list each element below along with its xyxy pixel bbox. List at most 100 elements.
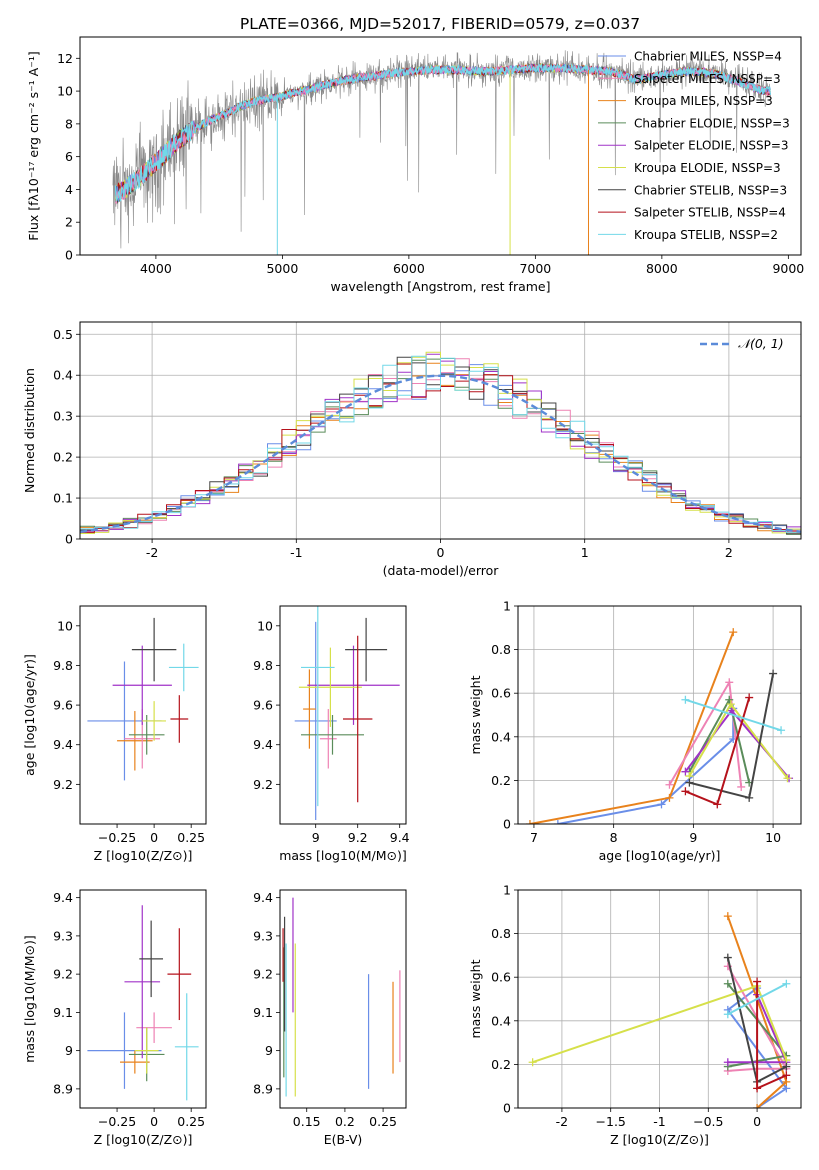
y-axis-label: mass weight [468, 675, 483, 754]
mass-weight-series-line [685, 698, 782, 732]
plot-area [87, 617, 199, 781]
y-tick-label: 2 [65, 215, 73, 230]
y-tick-label: 9.2 [53, 967, 73, 982]
plot-area [80, 351, 801, 535]
legend-label: Kroupa MILES, NSSP=3 [634, 94, 773, 108]
mass-weight-point [713, 800, 722, 809]
plot-area [294, 606, 400, 821]
y-tick-label: 9.3 [53, 928, 73, 943]
x-tick-label: 7 [530, 830, 538, 845]
mass-weight-point [753, 1084, 762, 1093]
mass-weight-point [723, 1058, 732, 1067]
y-tick-label: 6 [65, 149, 73, 164]
axes-frame [279, 889, 407, 1109]
y-tick-label: 8.9 [253, 1081, 273, 1096]
y-tick-label: 0 [65, 248, 73, 263]
y-tick-label: 0.8 [491, 642, 511, 657]
panel-age-vs-mass: 9 9.2 9.4 9.2 9.4 9.6 9.8 10 mass [log10(M/M⊙)] [253, 605, 410, 863]
x-axis-label: age [log10(age/yr)] [599, 848, 721, 863]
mass-weight-point [725, 695, 734, 704]
x-tick-label: -2 [146, 545, 158, 560]
y-tick-label: 9 [265, 1043, 273, 1058]
y-tick-label: 0 [503, 1101, 511, 1116]
plot-area [282, 897, 401, 1097]
mass-weight-point [753, 977, 762, 986]
panel-mass-vs-Z: −0.25 0 0.25 8.9 9 9.1 9.2 9.3 9.4 Z [log10(Z/Z⊙)… [22, 889, 207, 1147]
axes-frame [79, 321, 802, 540]
x-axis-label: Z [log10(Z/Z⊙)] [610, 1132, 709, 1147]
x-tick-label: -2 [556, 1114, 568, 1129]
mass-weight-series-line [685, 697, 751, 806]
y-axis-label: Normed distribution [22, 368, 37, 493]
axes-frame [79, 889, 207, 1109]
mass-weight-point [657, 800, 666, 809]
x-tick-label: 10 [765, 830, 781, 845]
mass-weight-point [726, 700, 735, 709]
mass-weight-series-line [727, 982, 787, 1016]
x-tick-label: -1 [653, 1114, 665, 1129]
mass-weight-point [723, 953, 732, 962]
y-tick-label: 9.4 [253, 890, 273, 905]
x-tick-label: 9 [689, 830, 697, 845]
y-tick-label: 9.1 [53, 1005, 73, 1020]
panel-mw-vs-age: 7 8 9 10 0 0.2 0.4 0.6 0.8 1 age [log10(age/yr)] ma… [468, 599, 802, 863]
y-tick-label: 10 [57, 618, 73, 633]
y-tick-label: 9.4 [53, 737, 73, 752]
y-tick-label: 9 [65, 1043, 73, 1058]
legend-label: Chabrier MILES, NSSP=4 [634, 50, 782, 64]
y-tick-label: 0.4 [53, 368, 73, 383]
mass-weight-point [777, 726, 786, 735]
panel-residuals: -2 -1 0 1 2 0 0.1 0.2 0.3 0.4 0.5 (data-model)/erro… [22, 321, 802, 578]
y-tick-label: 0.3 [53, 409, 73, 424]
y-tick-label: 9.4 [253, 737, 273, 752]
normal-distribution-curve [80, 374, 801, 533]
legend-label: Chabrier STELIB, NSSP=3 [634, 183, 787, 197]
x-tick-label: 0 [753, 1114, 761, 1129]
x-tick-label: 0.15 [293, 1114, 321, 1129]
mass-weight-series-line [557, 708, 735, 824]
y-tick-label: 9.2 [53, 777, 73, 792]
y-tick-label: 4 [65, 182, 73, 197]
plot-area [87, 905, 199, 1101]
residual-histogram-step [80, 355, 801, 533]
panel-mw-vs-Z: -2 −1.5 -1 −0.5 0 0 0.2 0.4 0.6 0.8 1 Z [log10(Z/Z⊙… [468, 883, 802, 1147]
chart-title: PLATE=0366, MJD=52017, FIBERID=0579, z=0… [240, 15, 640, 33]
y-tick-label: 8 [65, 116, 73, 131]
y-tick-label: 0.6 [491, 686, 511, 701]
axes-frame [79, 36, 802, 256]
y-tick-label: 9.8 [53, 658, 73, 673]
legend-label: Salpeter STELIB, NSSP=4 [634, 206, 786, 220]
x-tick-label: 0.25 [369, 1114, 397, 1129]
x-axis-label: mass [log10(M/M⊙)] [279, 848, 407, 863]
y-tick-label: 0.1 [53, 491, 73, 506]
x-tick-label: 0.25 [177, 1114, 205, 1129]
axes-frame [517, 605, 802, 825]
mass-weight-point [665, 793, 674, 802]
x-tick-label: −0.25 [98, 830, 136, 845]
mass-weight-point [681, 767, 690, 776]
x-tick-label: -1 [290, 545, 302, 560]
mass-weight-point [681, 787, 690, 796]
x-axis-label: Z [log10(Z/Z⊙)] [94, 1132, 193, 1147]
x-tick-label: 0.25 [177, 830, 205, 845]
plot-area [528, 912, 791, 1108]
mass-weight-point [681, 695, 690, 704]
legend-label: Kroupa STELIB, NSSP=2 [634, 228, 778, 242]
x-axis-label: wavelength [Angstrom, rest frame] [330, 279, 550, 294]
legend-label: Salpeter MILES, NSSP=3 [634, 72, 781, 86]
x-axis-label: Z [log10(Z/Z⊙)] [94, 848, 193, 863]
legend-label: Kroupa ELODIE, NSSP=3 [634, 161, 781, 175]
y-tick-label: 10 [57, 84, 73, 99]
panel-age-vs-Z: −0.25 0 0.25 9.2 9.4 9.6 9.8 10 Z [log10(Z/Z⊙)] a… [22, 605, 207, 863]
x-tick-label: 8000 [646, 261, 678, 276]
y-axis-label: age [log10(age/yr)] [22, 654, 37, 776]
x-tick-label: 9.4 [390, 830, 410, 845]
x-tick-label: 0 [150, 1114, 158, 1129]
x-axis-label: (data-model)/error [383, 563, 500, 578]
y-tick-label: 10 [257, 618, 273, 633]
x-tick-label: 0 [437, 545, 445, 560]
mass-weight-point [553, 820, 562, 824]
x-tick-label: 9000 [772, 261, 804, 276]
